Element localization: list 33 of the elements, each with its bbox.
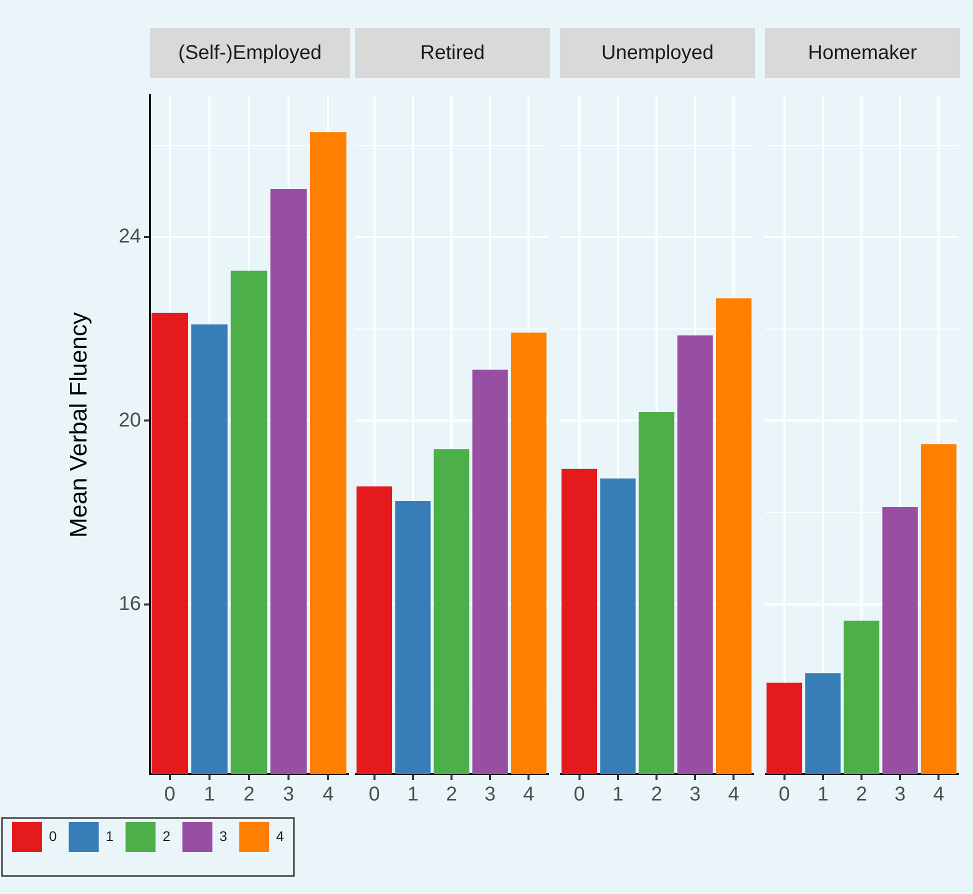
y-tick-label: 16 — [118, 592, 141, 615]
x-tick-label: 1 — [612, 784, 624, 806]
x-tick-label: 3 — [283, 784, 294, 806]
x-tick-label: 0 — [778, 784, 790, 806]
x-tick-label: 2 — [243, 784, 255, 806]
x-tick-label: 3 — [690, 784, 701, 806]
x-tick-label: 1 — [407, 784, 418, 806]
y-axis-title: Mean Verbal Fluency — [66, 312, 94, 538]
x-tick-label: 2 — [856, 784, 868, 806]
y-tick-label: 20 — [118, 409, 141, 432]
x-tick-label: 4 — [322, 784, 334, 806]
x-tick-label: 0 — [574, 784, 585, 806]
x-tick-label: 2 — [446, 784, 458, 806]
x-tick-label: 0 — [164, 784, 176, 806]
x-tick-label: 1 — [204, 784, 215, 806]
x-tick-label: 4 — [933, 784, 944, 806]
x-tick-label: 2 — [650, 784, 662, 806]
chart-title: Homemaker — [765, 28, 960, 78]
x-tick-label: 4 — [728, 784, 740, 806]
legend-label: 2 — [162, 828, 171, 844]
chart-title: (Self-)Employed — [150, 28, 350, 78]
x-tick-label: 1 — [817, 784, 828, 806]
legend-label: 4 — [276, 828, 284, 844]
chart-title: Unemployed — [560, 28, 755, 78]
x-tick-label: 4 — [523, 784, 534, 806]
legend-label: 3 — [219, 828, 228, 844]
y-tick-label: 24 — [118, 226, 141, 248]
chart-title: Retired — [355, 28, 550, 78]
legend-label: 1 — [106, 828, 114, 844]
x-tick-label: 3 — [484, 784, 496, 806]
legend-label: 0 — [49, 828, 57, 844]
x-tick-label: 0 — [368, 784, 380, 806]
x-tick-label: 3 — [894, 784, 906, 806]
